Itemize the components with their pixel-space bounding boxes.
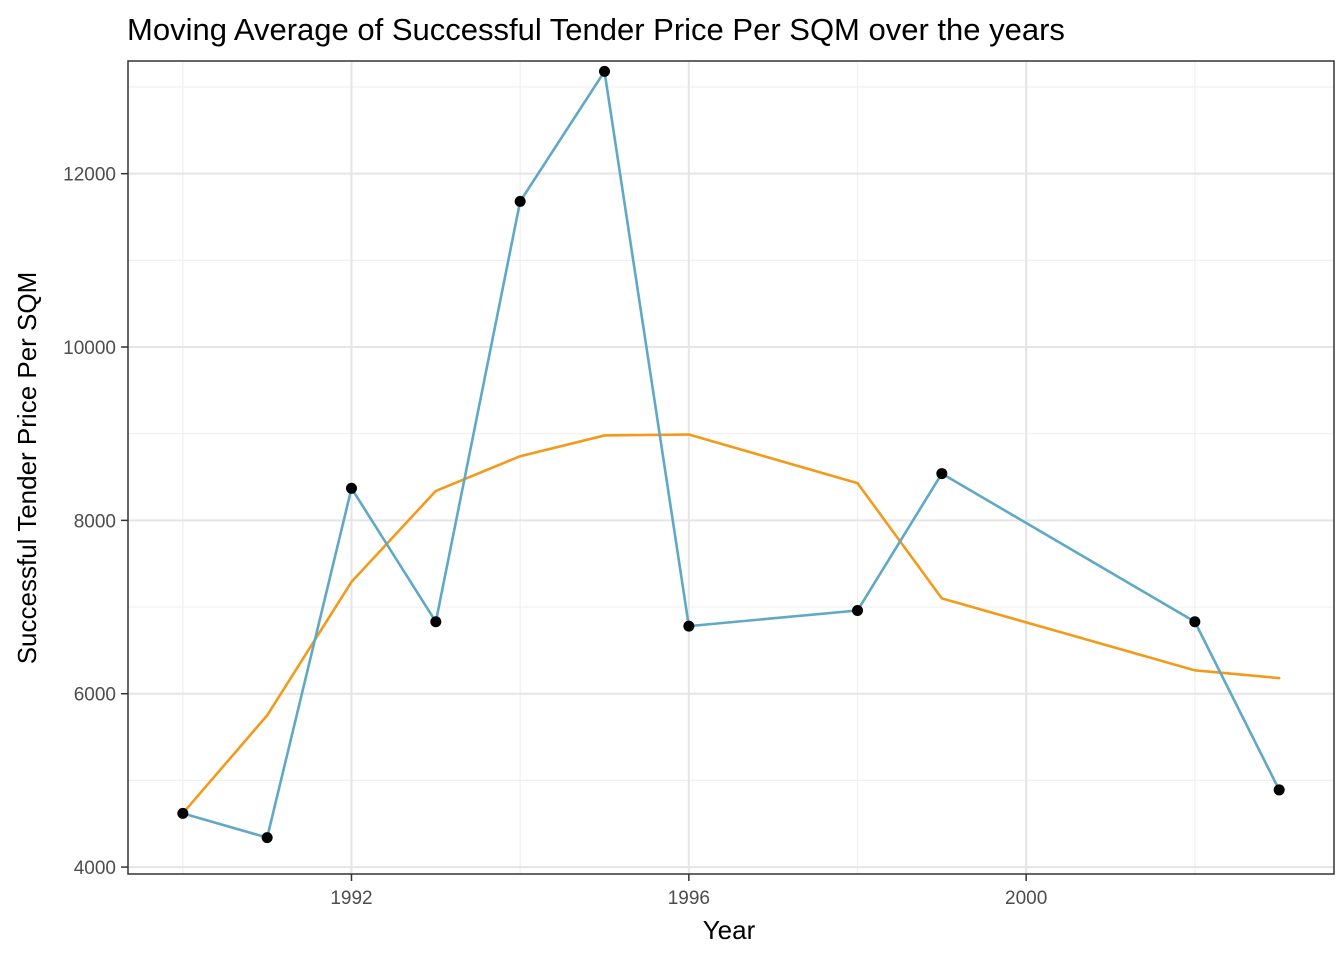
y-tick-label: 10000 — [63, 338, 116, 359]
x-axis-ticks: 1992 1996 2000 — [330, 874, 1047, 909]
data-point — [852, 605, 864, 617]
series-line-moving-average — [181, 433, 1281, 815]
series-line-actual — [181, 70, 1281, 839]
y-tick-label: 6000 — [74, 685, 116, 706]
y-tick-label: 12000 — [63, 165, 116, 186]
data-point — [430, 616, 442, 628]
data-point — [177, 807, 189, 819]
major-gridlines — [128, 61, 1334, 874]
plot-panel-border — [127, 60, 1335, 875]
data-point — [1189, 616, 1201, 628]
data-point — [683, 620, 695, 632]
chart-title: Moving Average of Successful Tender Pric… — [127, 12, 1065, 47]
x-axis-label: Year — [703, 915, 756, 945]
points-layer — [177, 65, 1285, 844]
x-tick-label: 2000 — [1005, 888, 1047, 909]
y-axis-ticks: 4000 6000 8000 10000 12000 — [63, 165, 128, 879]
data-point — [598, 65, 610, 77]
y-tick-label: 8000 — [74, 511, 116, 532]
x-tick-label: 1992 — [330, 888, 372, 909]
data-point — [514, 195, 526, 207]
minor-gridlines — [128, 61, 1334, 874]
data-point — [345, 482, 357, 494]
series-layer — [181, 70, 1281, 839]
data-point — [261, 832, 273, 844]
y-tick-label: 4000 — [74, 858, 116, 879]
data-point — [1273, 784, 1285, 796]
data-point — [936, 468, 948, 480]
y-axis-label: Successful Tender Price Per SQM — [12, 272, 42, 665]
x-tick-label: 1996 — [668, 888, 710, 909]
